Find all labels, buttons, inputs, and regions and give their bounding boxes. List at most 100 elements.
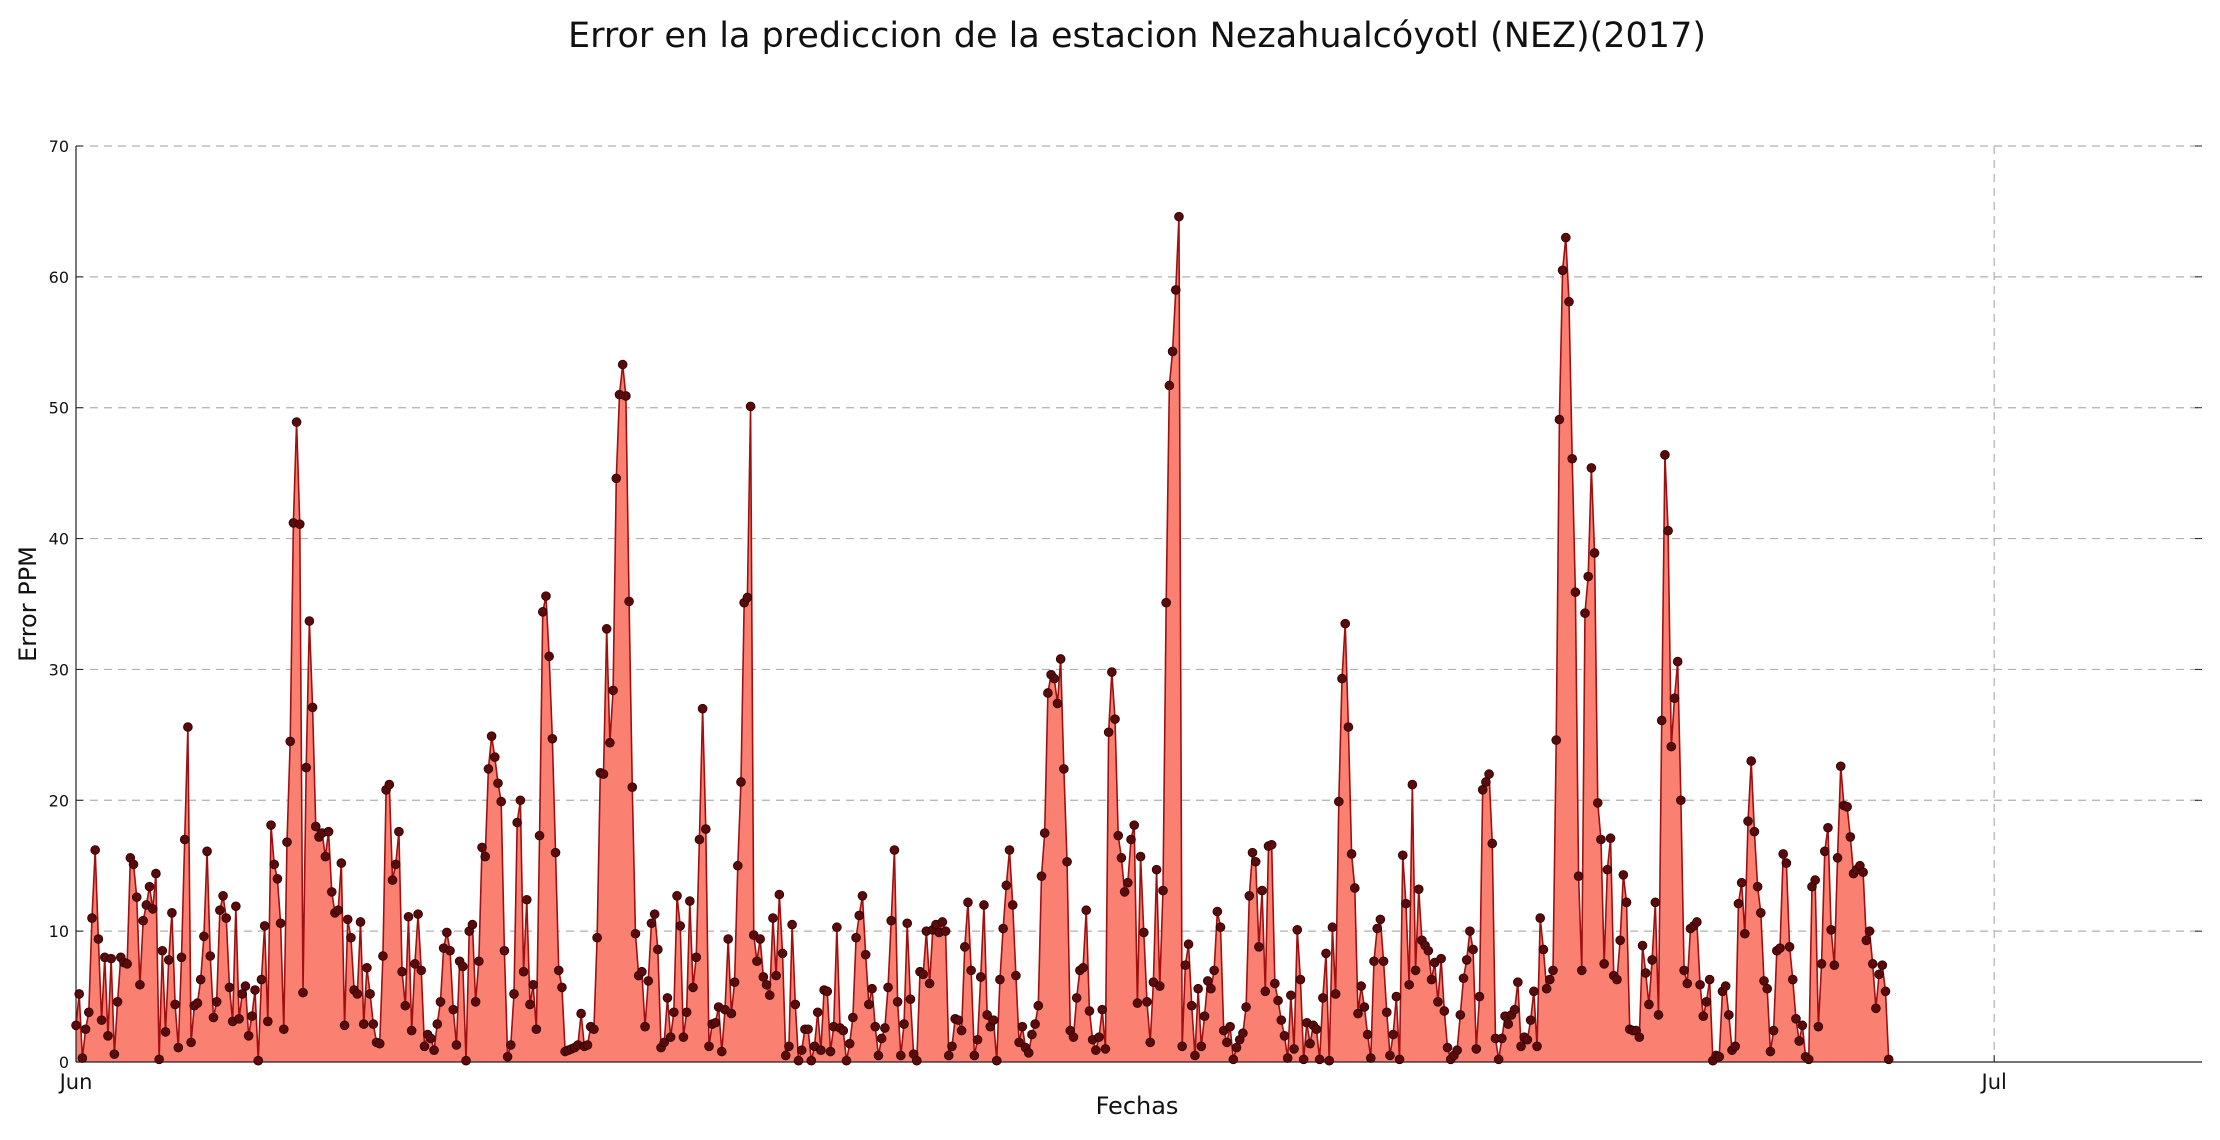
data-point: [848, 1012, 858, 1023]
data-point: [1068, 1032, 1079, 1042]
x-tick-labels: Jun Jul: [58, 1070, 2007, 1094]
data-point: [1362, 1029, 1373, 1040]
data-point: [157, 945, 168, 956]
y-axis-label: Error PPM: [14, 546, 42, 662]
data-point: [499, 945, 510, 956]
data-point: [1692, 917, 1702, 927]
data-point: [643, 976, 654, 986]
data-point: [1154, 981, 1165, 991]
data-point: [240, 981, 251, 991]
data-point: [1784, 942, 1795, 952]
data-point: [1222, 1037, 1232, 1048]
data-point: [285, 736, 296, 747]
data-point: [1436, 953, 1446, 964]
data-point: [275, 918, 286, 929]
data-point: [1407, 779, 1418, 790]
data-point: [838, 1025, 849, 1036]
data-point: [1439, 1006, 1450, 1016]
data-point: [1372, 923, 1382, 934]
data-point: [1426, 974, 1437, 985]
data-point: [1039, 828, 1050, 838]
data-point: [883, 982, 893, 993]
data-point: [266, 820, 276, 830]
data-point: [998, 923, 1008, 934]
data-point: [1695, 979, 1705, 990]
data-point: [480, 851, 491, 862]
data-point: [1663, 525, 1673, 536]
data-point: [1381, 1007, 1392, 1018]
data-point: [1164, 380, 1175, 391]
data-point: [1733, 898, 1744, 909]
data-point: [1036, 871, 1047, 881]
data-point: [71, 1020, 81, 1031]
data-point: [1813, 1021, 1824, 1032]
data-point: [493, 778, 503, 789]
data-point: [873, 1050, 884, 1061]
data-point: [1094, 1032, 1104, 1042]
data-point: [621, 391, 631, 401]
data-point: [1730, 1041, 1741, 1052]
data-point: [352, 989, 363, 999]
data-point: [1468, 944, 1478, 955]
data-point: [803, 1024, 813, 1035]
data-point: [406, 1025, 417, 1036]
data-point: [294, 519, 305, 529]
data-point: [374, 1038, 385, 1049]
data-point: [1458, 973, 1469, 984]
data-point: [1797, 1020, 1808, 1031]
data-point: [1055, 654, 1066, 664]
data-point: [937, 917, 948, 927]
data-point: [512, 817, 522, 828]
data-point: [1567, 453, 1577, 464]
data-markers: [71, 211, 1894, 1066]
data-point: [170, 999, 180, 1010]
data-point: [1736, 877, 1747, 888]
data-point: [1250, 856, 1261, 867]
data-point: [672, 891, 682, 901]
data-point: [1119, 887, 1130, 897]
data-point: [1653, 1010, 1664, 1020]
data-point: [1388, 1029, 1398, 1040]
data-point: [1589, 548, 1600, 558]
data-point: [1538, 944, 1549, 955]
data-point: [1100, 1044, 1111, 1054]
data-point: [1084, 1006, 1095, 1016]
data-point: [1007, 900, 1018, 910]
data-point: [1177, 1041, 1187, 1052]
data-point: [864, 999, 874, 1010]
data-point: [250, 985, 260, 995]
data-point: [867, 983, 877, 994]
data-point: [173, 1042, 184, 1053]
data-point: [1091, 1045, 1101, 1056]
data-point: [1580, 608, 1590, 618]
data-point: [1554, 414, 1565, 425]
data-point: [956, 1025, 967, 1036]
data-point: [358, 1019, 369, 1029]
data-point: [851, 932, 861, 943]
data-point: [1493, 1054, 1504, 1065]
data-point: [1033, 1000, 1044, 1011]
data-point: [1497, 1033, 1507, 1044]
data-point: [1455, 1010, 1466, 1020]
plot-frame: [75, 145, 2202, 1063]
data-point: [1062, 856, 1072, 867]
data-point: [761, 979, 772, 990]
data-point: [1327, 922, 1338, 933]
data-point: [534, 830, 545, 841]
data-point: [1107, 667, 1117, 677]
data-point: [729, 977, 740, 987]
data-point: [291, 417, 302, 427]
data-point: [419, 1041, 430, 1052]
data-point: [1043, 688, 1053, 698]
data-point: [1260, 986, 1271, 997]
data-point: [1433, 997, 1443, 1007]
data-point: [608, 685, 618, 696]
data-point: [1004, 845, 1015, 855]
data-point: [1391, 991, 1402, 1002]
data-point: [1365, 1053, 1376, 1063]
data-point: [764, 990, 775, 1001]
data-point: [183, 722, 193, 732]
data-point: [1244, 891, 1255, 901]
data-point: [605, 737, 615, 748]
